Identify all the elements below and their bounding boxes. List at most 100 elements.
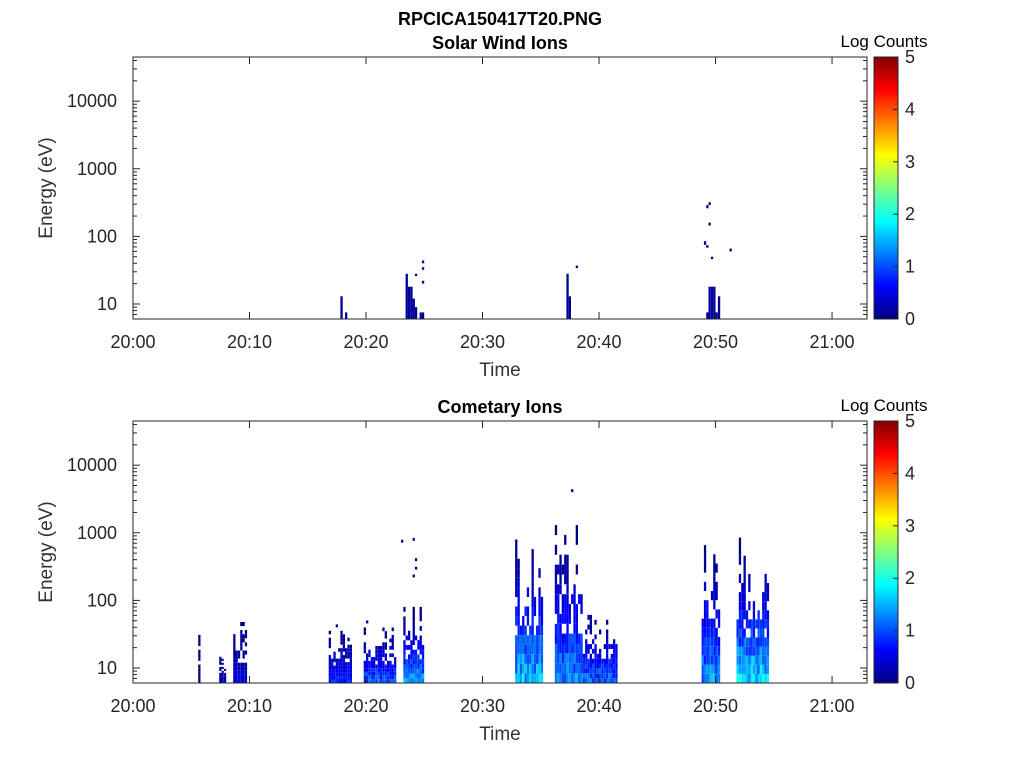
- spectrogram-cell: [710, 618, 714, 628]
- x-tick-label: 20:40: [577, 332, 622, 352]
- spectrogram-cell: [391, 679, 394, 683]
- spectrogram-cell: [608, 678, 611, 683]
- spectrogram-cell: [743, 583, 746, 593]
- spectrogram-cell: [414, 673, 418, 679]
- spectrogram-cell: [240, 622, 243, 627]
- spectrogram-cell: [601, 668, 604, 674]
- spectrogram-cell: [557, 633, 560, 644]
- spectrogram-cell: [540, 644, 544, 655]
- spectrogram-cell: [554, 653, 558, 664]
- y-tick-label: 10: [97, 658, 117, 678]
- spectrogram-cell: [244, 642, 248, 647]
- spectrogram-cell: [715, 664, 718, 674]
- spectrogram-cell: [515, 587, 518, 597]
- spectrogram-cell: [559, 623, 562, 634]
- spectrogram-cell: [328, 637, 331, 642]
- spectrogram-cell: [606, 663, 609, 669]
- spectrogram-cell: [419, 635, 422, 641]
- spectrogram-cell: [421, 673, 425, 679]
- spectrogram-cell: [538, 673, 541, 683]
- spectrogram-cell: [566, 673, 569, 683]
- y-axis-label: Energy (eV): [36, 501, 57, 602]
- spectrogram-cell: [394, 657, 397, 661]
- spectrogram-cell: [526, 663, 530, 674]
- spectrogram-cell: [340, 679, 343, 683]
- spectrogram-cell: [752, 610, 756, 620]
- spectrogram-cell: [578, 653, 581, 664]
- spectrogram-cell: [522, 635, 525, 645]
- spectrogram-cell: [708, 637, 711, 647]
- spectrogram-cell: [366, 664, 369, 669]
- spectrogram-cell: [757, 610, 760, 620]
- spectrogram-cell: [706, 655, 709, 665]
- spectrogram-cell: [703, 600, 707, 610]
- spectrogram-cell: [524, 635, 527, 645]
- colorbar-tick-label: 1: [905, 621, 915, 641]
- spectrogram-cell: [559, 613, 562, 624]
- spectrogram-cell: [382, 668, 385, 672]
- spectrogram-cell: [340, 634, 343, 638]
- x-tick-label: 20:10: [227, 332, 272, 352]
- spectrogram-cell: [578, 633, 581, 644]
- spectrogram-cell: [715, 591, 718, 601]
- spectrogram-cell: [596, 653, 599, 659]
- spectrogram-cell: [235, 658, 238, 663]
- spectrogram-cell: [536, 625, 539, 636]
- spectrogram-cell: [338, 679, 341, 683]
- spectrogram-cell: [375, 646, 378, 650]
- spectrogram-cell: [366, 671, 369, 676]
- spectrogram-cell: [606, 634, 609, 640]
- spectrogram-cell: [519, 673, 523, 683]
- spectrogram-cell: [242, 638, 245, 643]
- spectrogram-cell: [394, 660, 397, 665]
- spectrogram-cell: [349, 662, 352, 666]
- spectrogram-cell: [594, 653, 597, 659]
- spectrogram-cell: [389, 638, 392, 643]
- spectrogram-cells: [340, 202, 732, 319]
- spectrogram-cell: [603, 644, 606, 649]
- spectrogram-cell: [421, 659, 425, 664]
- spectrogram-cell: [412, 649, 415, 655]
- spectrogram-cell: [410, 664, 413, 669]
- spectrogram-cell: [394, 679, 397, 683]
- spectrogram-cell: [575, 564, 578, 575]
- spectrogram-cell: [349, 644, 352, 649]
- spectrogram-cell: [573, 653, 576, 664]
- spectrogram-cell: [538, 587, 541, 597]
- spectrogram-cell: [368, 653, 371, 658]
- spectrogram-cell: [389, 675, 392, 680]
- spectrogram-cell: [757, 637, 760, 647]
- spectrogram-cell: [613, 644, 616, 649]
- spectrogram-cell: [408, 286, 411, 319]
- spectrogram-cell: [703, 581, 707, 591]
- spectrogram-cell: [585, 668, 588, 674]
- spectrogram-cell: [377, 646, 380, 650]
- spectrogram-cell: [219, 674, 222, 677]
- spectrogram-cell: [741, 637, 744, 647]
- spectrogram-cell: [387, 671, 390, 676]
- spectrogram-cell: [408, 664, 411, 669]
- spectrogram-cell: [571, 653, 574, 664]
- spectrogram-cell: [377, 653, 380, 658]
- spectrogram-cell: [338, 669, 341, 673]
- spectrogram-cell: [347, 676, 350, 680]
- spectrogram-cell: [405, 668, 408, 674]
- spectrogram-cell: [240, 666, 243, 671]
- spectrogram-cell: [585, 648, 588, 654]
- spectrogram-cell: [599, 663, 602, 669]
- spectrogram-cell: [242, 650, 245, 655]
- spectrogram-cell: [345, 648, 348, 652]
- spectrogram-cell: [613, 658, 616, 664]
- spectrogram-cell: [580, 653, 583, 664]
- spectrogram-cell: [414, 307, 418, 319]
- spectrogram-cell: [745, 637, 749, 647]
- spectrogram-cell: [526, 616, 530, 626]
- spectrogram-cell: [405, 678, 408, 683]
- spectrogram-cell: [710, 673, 714, 683]
- spectrogram-cell: [529, 635, 532, 645]
- spectrogram-cell: [531, 673, 534, 683]
- spectrogram-cell: [748, 655, 751, 665]
- spectrogram-cell: [340, 651, 343, 656]
- y-tick-label: 100: [87, 590, 117, 610]
- colorbar-label: Log Counts: [841, 32, 928, 51]
